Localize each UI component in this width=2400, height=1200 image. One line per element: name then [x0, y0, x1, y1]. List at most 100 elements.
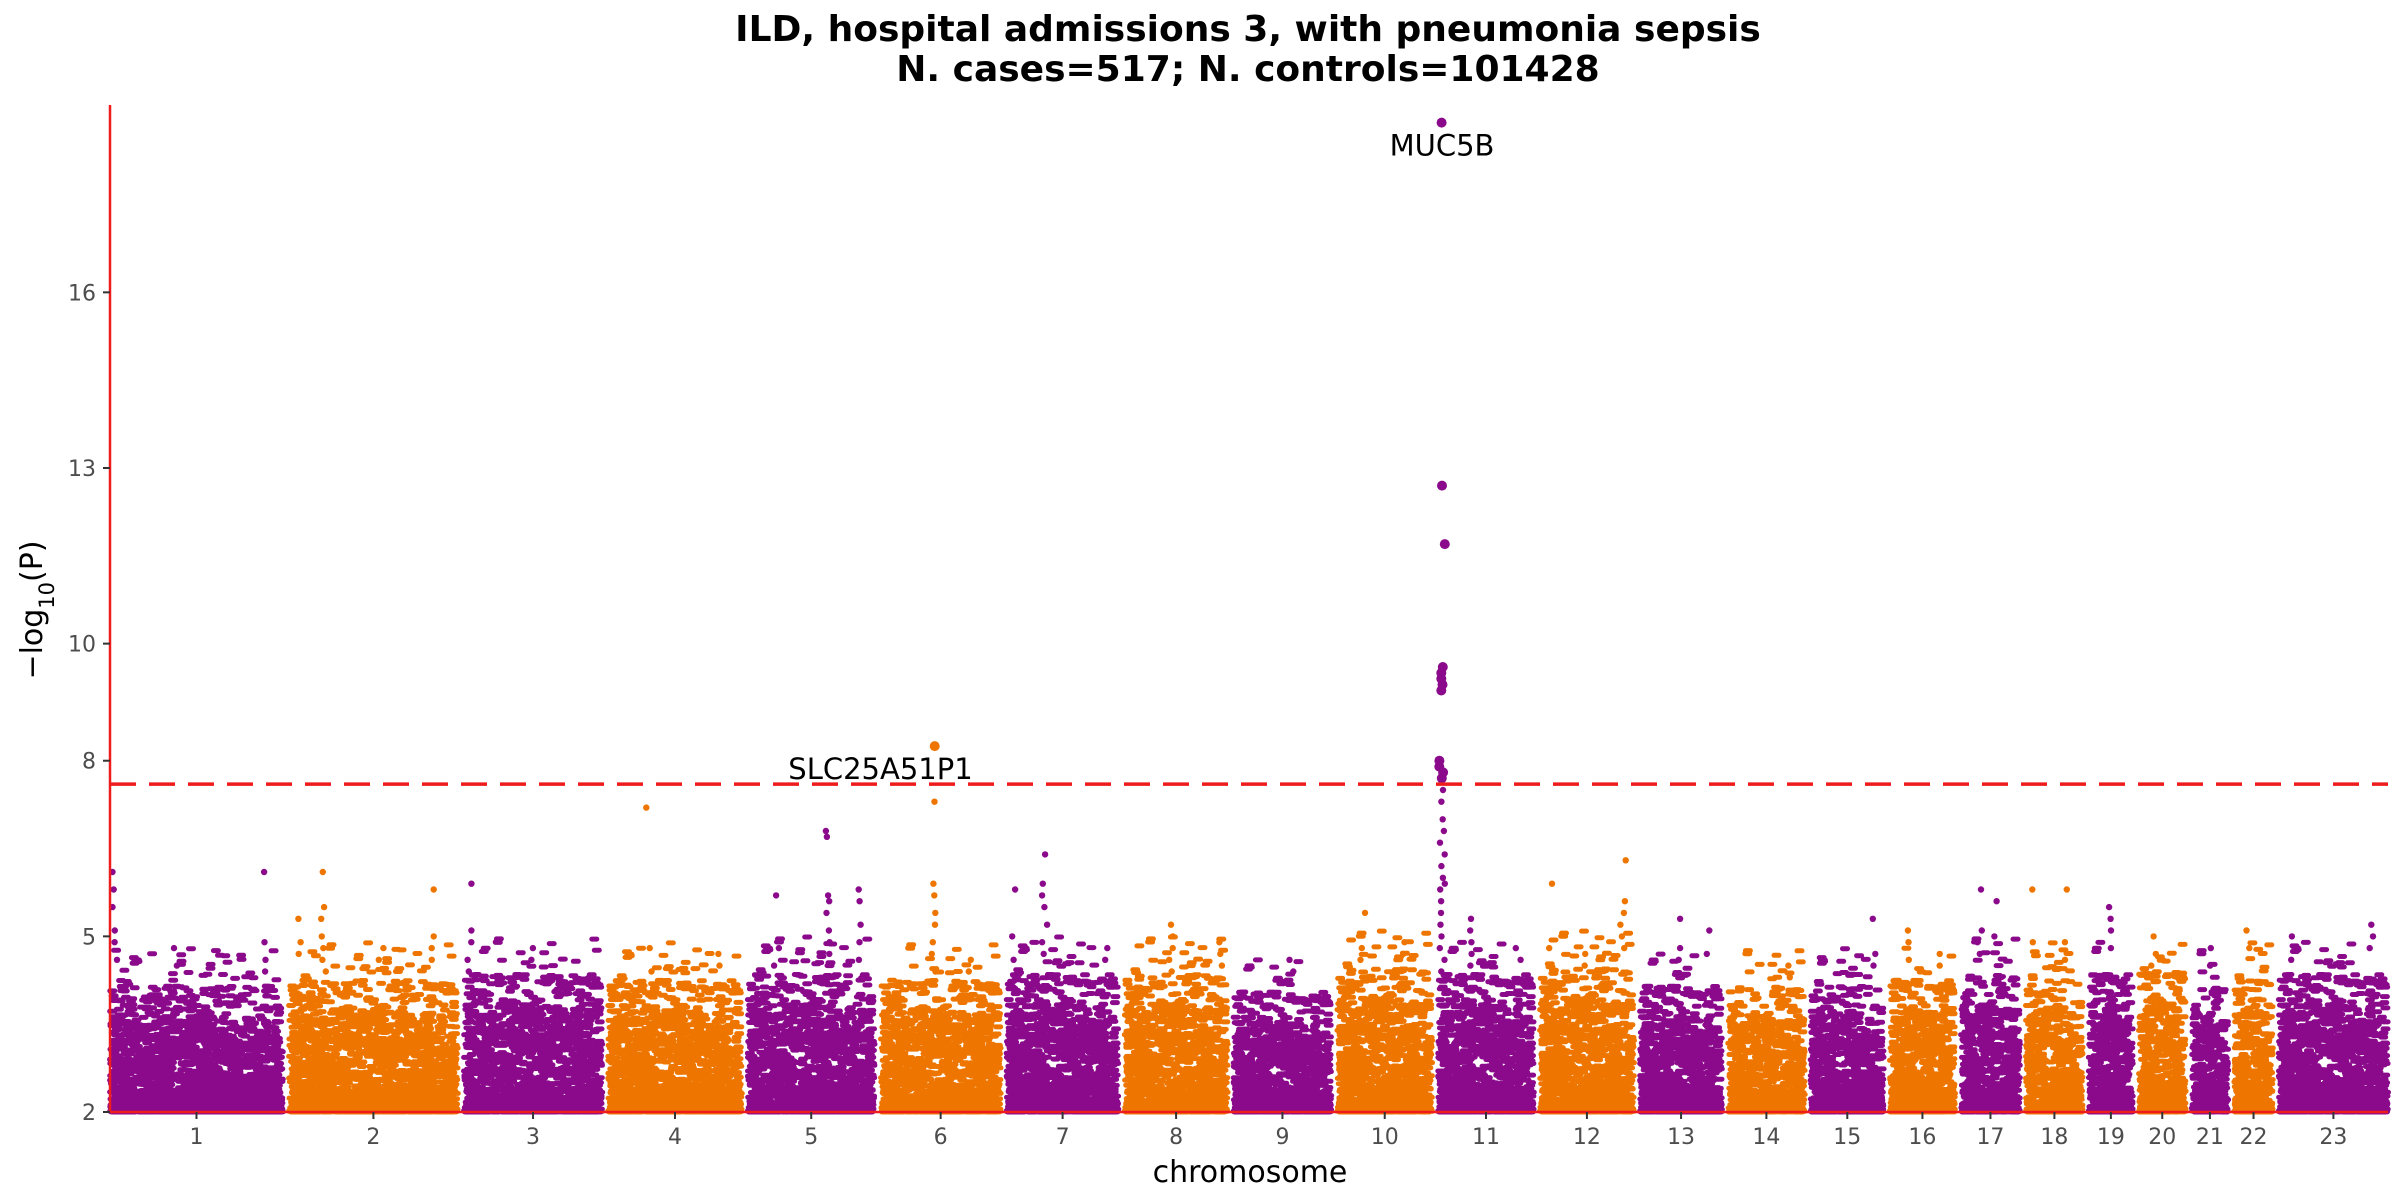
chart-title: ILD, hospital admissions 3, with pneumon… — [735, 9, 1761, 50]
chr-2-points — [286, 940, 461, 1115]
peak-point — [430, 886, 437, 893]
peak-point — [1439, 786, 1447, 794]
gene-annotations: MUC5B SLC25A51P1 — [788, 129, 1494, 786]
peak-point — [1102, 956, 1109, 963]
x-tick-label-chr-21: 21 — [2196, 1125, 2224, 1150]
peak-point — [1437, 921, 1444, 928]
peak-point — [856, 898, 863, 905]
peak-point — [823, 833, 831, 840]
peak-point — [2107, 915, 2114, 922]
peak-point — [965, 968, 972, 975]
peak-point — [1869, 915, 1877, 922]
peak-point — [2061, 939, 2069, 946]
x-tick-label-chr-13: 13 — [1667, 1125, 1695, 1150]
peak-point — [1043, 921, 1051, 928]
x-tick-label-chr-15: 15 — [1833, 1125, 1861, 1150]
peak-point — [111, 939, 118, 946]
y-axis-title: −log10(P) — [15, 540, 59, 679]
peak-point — [1546, 944, 1553, 952]
peak-point — [1581, 962, 1588, 969]
peak-point — [318, 933, 325, 940]
peak-point — [2207, 944, 2214, 952]
peak-point — [1440, 827, 1448, 835]
peak-point — [1977, 886, 1985, 893]
peak-point — [1441, 851, 1448, 858]
peak-point — [375, 956, 382, 963]
peak-point — [716, 962, 723, 969]
peak-point — [1436, 117, 1447, 128]
chr-12-points — [1536, 928, 1637, 1115]
peak-point — [2107, 927, 2115, 934]
peak-point — [823, 909, 830, 917]
peak-point — [528, 956, 535, 963]
x-tick-label-chr-2: 2 — [366, 1125, 380, 1150]
peak-point — [1166, 956, 1173, 963]
peak-point — [261, 968, 269, 975]
peak-point — [2243, 927, 2250, 934]
peak-point — [320, 944, 327, 952]
peak-point — [319, 868, 326, 876]
peak-point — [1438, 798, 1445, 805]
peak-point — [646, 944, 653, 952]
y-tick-label: 10 — [68, 633, 96, 658]
peak-point — [1517, 956, 1524, 963]
peak-point — [464, 956, 471, 963]
peak-point — [1437, 886, 1444, 893]
peak-point — [295, 950, 302, 958]
peak-point — [928, 950, 935, 958]
peak-point — [1361, 909, 1369, 917]
chr-13-points — [1637, 951, 1725, 1115]
x-tick-label-chr-23: 23 — [2319, 1125, 2347, 1150]
peak-point — [1011, 886, 1019, 893]
peak-point — [826, 898, 833, 905]
peak-point — [468, 927, 475, 934]
chr-14-points — [1725, 948, 1808, 1115]
peak-point — [1168, 968, 1175, 975]
chr-7-points — [1003, 934, 1122, 1115]
peak-point — [856, 939, 863, 946]
peak-point — [1618, 933, 1626, 940]
peak-point — [931, 921, 939, 928]
peak-point — [262, 956, 269, 963]
x-tick-label-chr-17: 17 — [1976, 1125, 2004, 1150]
peak-point — [1468, 939, 1475, 946]
peak-point — [1617, 921, 1624, 928]
peak-point — [1436, 839, 1444, 846]
peak-point — [1786, 974, 1794, 981]
peak-point — [1676, 944, 1684, 952]
peak-point — [932, 909, 939, 917]
peak-point — [2107, 944, 2115, 952]
chr-15-points — [1807, 946, 1887, 1115]
y-tick-label: 16 — [68, 281, 96, 306]
peak-point — [1438, 862, 1445, 870]
peak-point — [1436, 773, 1447, 784]
peak-point — [261, 939, 268, 946]
peak-point — [1512, 944, 1520, 952]
chr-16-points — [1887, 945, 1958, 1115]
peak-point — [1467, 962, 1474, 969]
x-tick-label-chr-5: 5 — [804, 1125, 818, 1150]
peak-point — [1038, 892, 1046, 899]
peak-point — [1438, 933, 1445, 940]
peak-point — [2246, 944, 2253, 952]
peak-point — [173, 962, 181, 969]
peak-point — [1904, 927, 1912, 934]
y-tick-label: 13 — [68, 457, 96, 482]
peak-point — [2029, 939, 2037, 946]
x-tick-label-chr-20: 20 — [2148, 1125, 2176, 1150]
peak-point — [1622, 857, 1629, 864]
peak-point — [1441, 956, 1448, 963]
data-points — [107, 117, 2391, 1115]
peak-point — [929, 939, 936, 946]
x-tick-label-chr-22: 22 — [2240, 1125, 2268, 1150]
peak-point — [428, 956, 435, 963]
peak-point — [1400, 950, 1407, 958]
peak-point — [2366, 944, 2373, 952]
chr-3-points — [461, 936, 606, 1115]
peak-point — [529, 944, 537, 952]
peak-point — [1548, 880, 1556, 887]
x-tick-label-chr-18: 18 — [2040, 1125, 2068, 1150]
peak-point — [1216, 939, 1223, 946]
peak-point — [1621, 898, 1629, 905]
peak-point — [1976, 950, 1984, 958]
